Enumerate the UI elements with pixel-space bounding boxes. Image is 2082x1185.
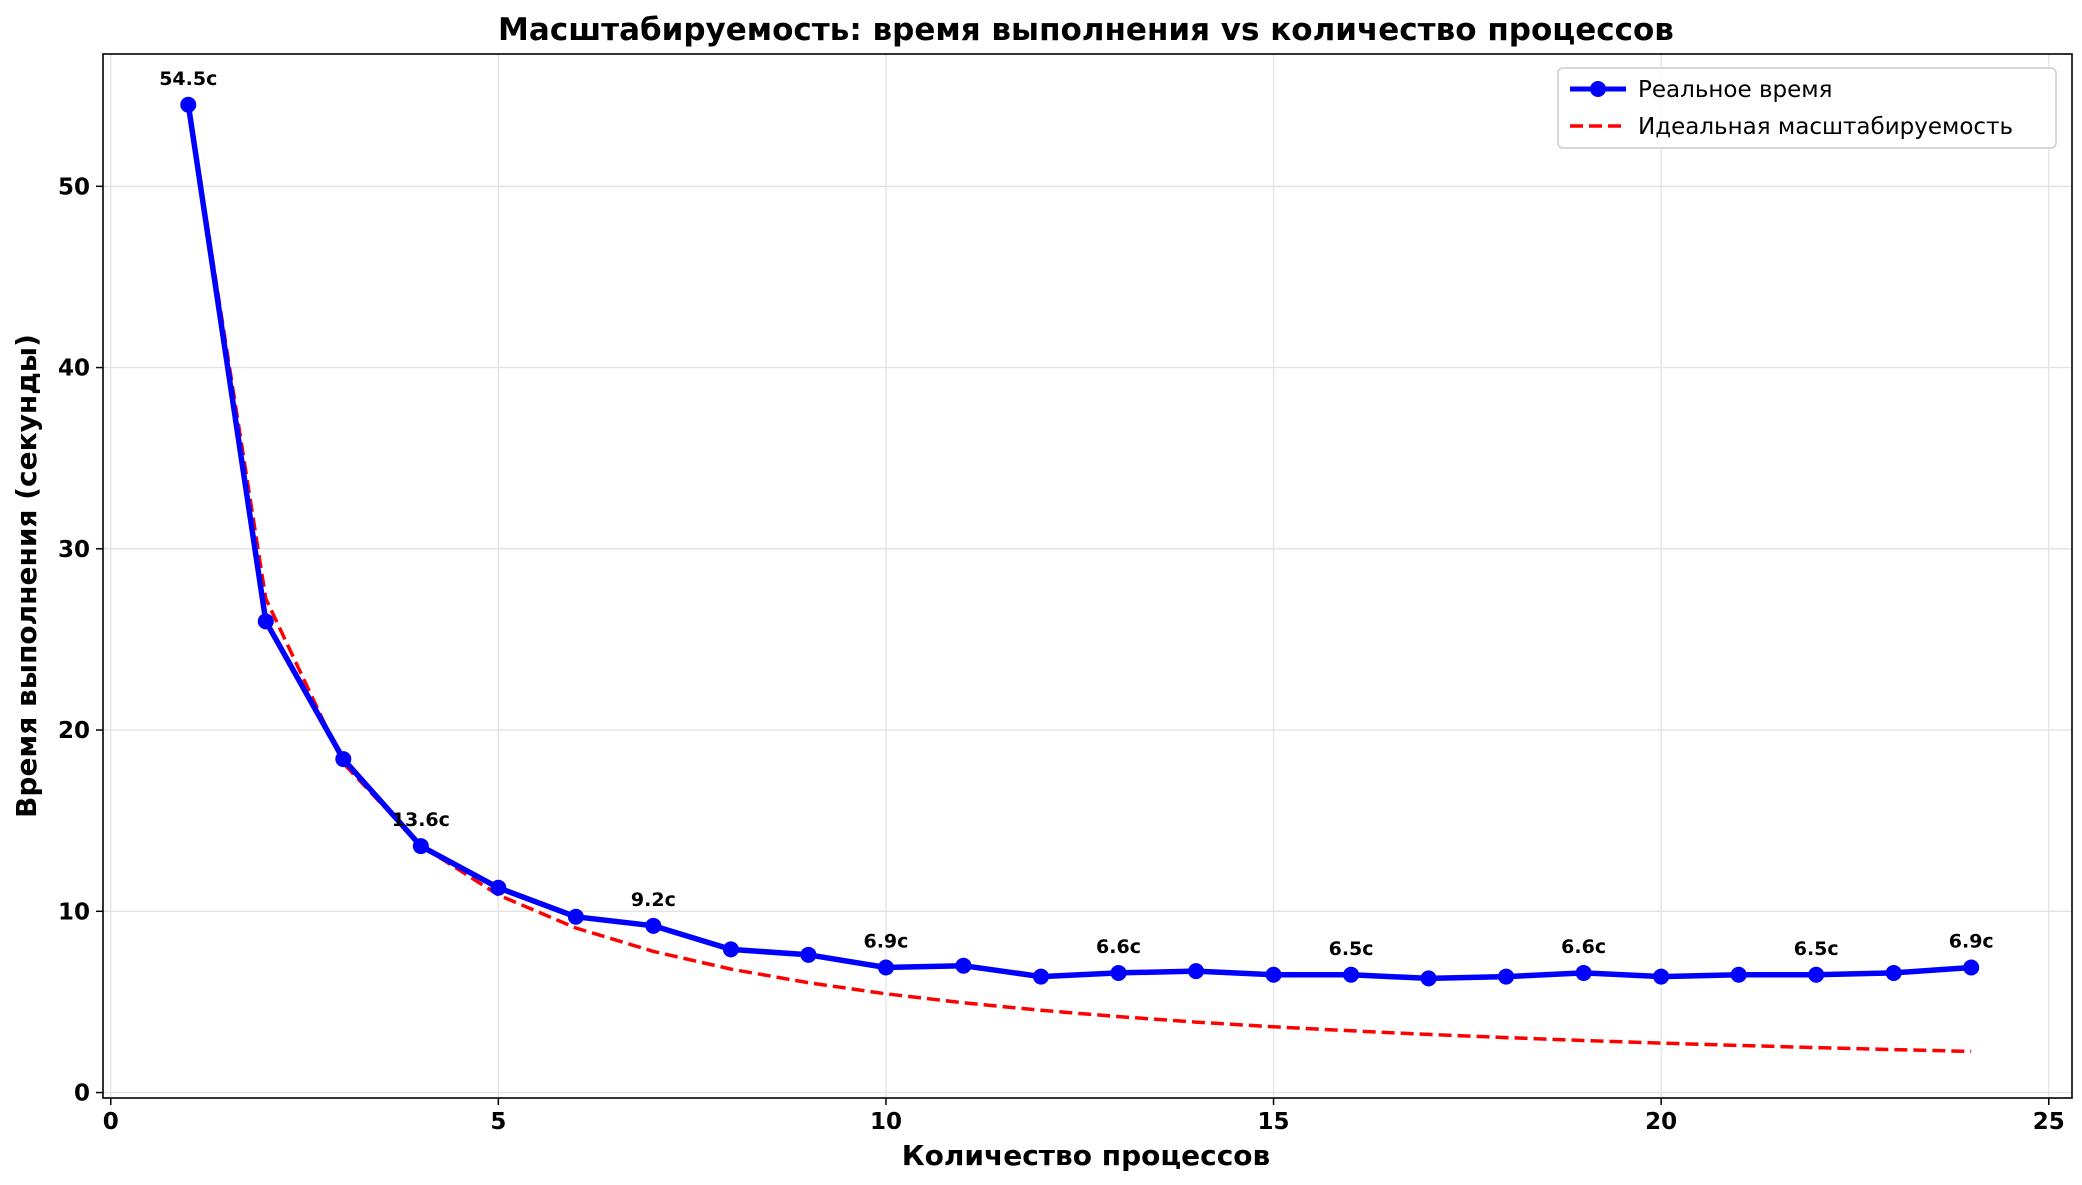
real-point — [1343, 966, 1360, 983]
axis-ticks: 0 5 10 15 20 25 0 10 20 30 40 50 — [58, 174, 2065, 1135]
real-point — [257, 613, 274, 630]
real-point — [1730, 966, 1747, 983]
y-axis-label: Время выполнения (секунды) — [10, 334, 43, 818]
real-point — [1420, 970, 1437, 987]
x-axis-label: Количество процессов — [902, 1139, 1271, 1172]
data-label: 6.5с — [1329, 938, 1374, 960]
real-point — [722, 941, 739, 958]
data-label: 9.2с — [631, 889, 676, 911]
y-tick-label: 0 — [74, 1081, 90, 1107]
real-point — [955, 957, 972, 974]
data-labels: 54.5с 13.6с 9.2с 6.9с 6.6с 6.5с 6.6с 6.5с 6.9с — [159, 68, 1993, 960]
y-tick-label: 50 — [58, 174, 90, 200]
real-point — [1963, 959, 1980, 976]
grid — [103, 54, 2072, 1098]
legend: Реальное время Идеальная масштабируемост… — [1557, 67, 2057, 149]
legend-real-marker — [1590, 81, 1606, 97]
real-point — [490, 879, 507, 896]
chart-title: Масштабируемость: время выполнения vs ко… — [498, 12, 1674, 48]
real-point — [1498, 968, 1515, 985]
data-label: 6.9с — [863, 931, 908, 953]
data-label: 6.9с — [1949, 931, 1994, 953]
real-point — [567, 908, 584, 925]
legend-real-label: Реальное время — [1638, 77, 1832, 103]
real-point — [1265, 966, 1282, 983]
real-point — [1188, 963, 1205, 980]
x-tick-label: 15 — [1258, 1109, 1290, 1135]
x-tick-label: 0 — [103, 1109, 119, 1135]
data-label: 6.5с — [1794, 938, 1839, 960]
real-point — [1032, 968, 1049, 985]
ideal-line — [186, 104, 1972, 1054]
data-label: 54.5с — [159, 68, 217, 90]
real-point — [1575, 964, 1592, 981]
data-label: 13.6с — [392, 809, 450, 831]
x-tick-label: 20 — [1645, 1109, 1677, 1135]
data-label: 6.6с — [1561, 936, 1606, 958]
y-tick-label: 20 — [58, 718, 90, 744]
real-point — [180, 96, 197, 113]
real-point — [412, 838, 429, 855]
x-tick-label: 5 — [490, 1109, 506, 1135]
y-tick-label: 30 — [58, 537, 90, 563]
x-tick-label: 25 — [2033, 1109, 2065, 1135]
legend-box — [1557, 67, 2057, 149]
real-series — [180, 96, 1980, 987]
real-point — [1653, 968, 1670, 985]
x-tick-label: 10 — [870, 1109, 902, 1135]
real-point — [645, 917, 662, 934]
y-tick-label: 10 — [58, 899, 90, 925]
real-point — [1110, 964, 1127, 981]
real-point — [335, 751, 352, 768]
real-point — [800, 946, 817, 963]
y-tick-label: 40 — [58, 356, 90, 382]
real-line — [185, 104, 1972, 982]
data-label: 6.6с — [1096, 936, 1141, 958]
real-point — [1808, 966, 1825, 983]
plot-frame — [102, 53, 2073, 1099]
real-point — [1885, 964, 1902, 981]
legend-ideal-label: Идеальная масштабируемость — [1638, 114, 2013, 140]
ideal-series — [186, 104, 1972, 1054]
real-point — [877, 959, 894, 976]
